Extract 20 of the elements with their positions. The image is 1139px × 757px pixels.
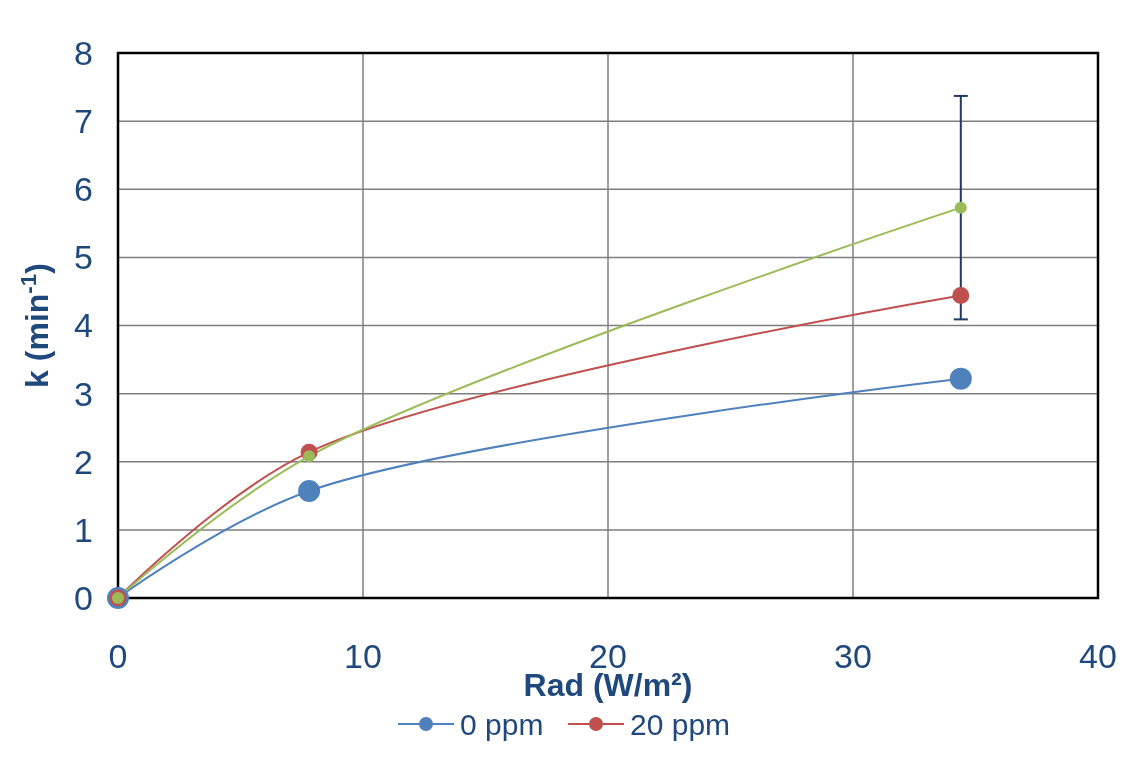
- x-tick-label: 0: [108, 637, 128, 675]
- point: [298, 480, 321, 503]
- y-tick-label: 0: [74, 578, 93, 617]
- y-tick-label: 7: [74, 102, 93, 141]
- point: [952, 287, 970, 305]
- y-tick-label: 6: [74, 170, 93, 209]
- x-tick-label: 40: [1079, 637, 1117, 675]
- y-tick-label: 5: [74, 238, 93, 277]
- y-tick-label: 1: [74, 510, 93, 549]
- x-tick-label: 30: [834, 637, 872, 675]
- point: [949, 367, 972, 390]
- point: [954, 201, 967, 214]
- x-tick-label: 10: [344, 637, 382, 675]
- x-axis-title: Rad (W/m²): [523, 667, 693, 703]
- legend-label: 20 ppm: [630, 707, 731, 741]
- y-tick-label: 3: [74, 374, 93, 413]
- legend-label: 0 ppm: [460, 707, 544, 741]
- y-tick-label: 2: [74, 442, 93, 481]
- y-tick-label: 8: [74, 33, 93, 72]
- y-tick-label: 4: [74, 306, 93, 345]
